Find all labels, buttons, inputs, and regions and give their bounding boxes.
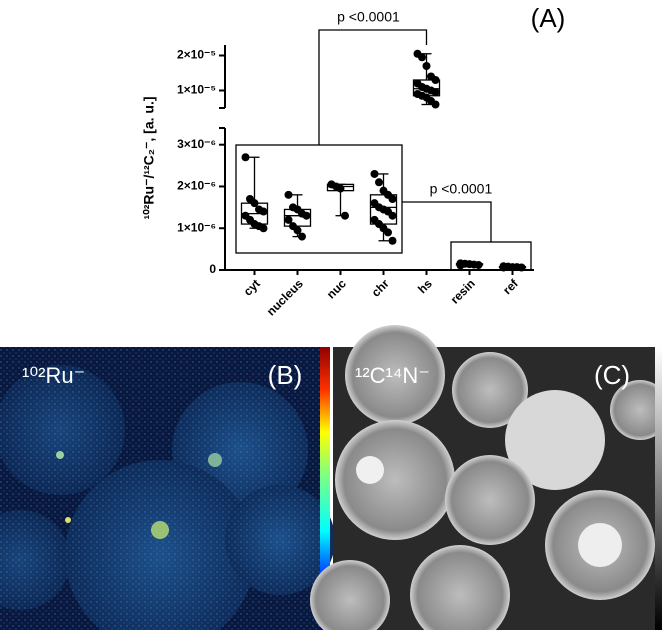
data-point (259, 207, 268, 216)
image-label: ¹²C¹⁴N⁻ (355, 363, 430, 388)
data-point (431, 100, 440, 109)
x-tick-label: chr (369, 276, 392, 299)
data-point (517, 263, 526, 272)
data-point (431, 76, 440, 84)
data-point (241, 153, 250, 162)
annotation: p <0.0001 (337, 9, 400, 25)
x-tick-label: nucleus (264, 276, 306, 318)
data-point (474, 260, 483, 269)
y-tick-label: 1×10⁻⁵ (177, 83, 216, 97)
data-point (250, 199, 259, 208)
data-point (418, 53, 426, 62)
data-point (336, 184, 345, 193)
data-point (370, 169, 379, 178)
data-point (384, 228, 392, 237)
y-tick-label: 3×10⁻⁶ (177, 137, 216, 151)
bracket (402, 201, 492, 242)
x-tick-label: resin (448, 276, 478, 306)
panel-label: (C) (594, 360, 630, 390)
data-point (293, 226, 302, 235)
x-tick-label: nuc (324, 276, 349, 301)
data-point (388, 211, 397, 220)
data-point (388, 236, 397, 245)
image-c (310, 325, 662, 630)
y-tick-label: 1×10⁻⁶ (177, 220, 216, 234)
data-point (456, 261, 465, 270)
data-point (259, 224, 268, 233)
data-point (499, 263, 508, 272)
data-point (284, 215, 293, 224)
x-tick-label: ref (500, 276, 521, 297)
data-point (388, 195, 397, 203)
image-label: ¹⁰²Ru⁻ (22, 363, 85, 388)
annotation: p <0.0001 (430, 181, 493, 197)
bracket (318, 29, 428, 145)
y-axis-label: ¹⁰²Ru⁻/¹²C₂⁻, [a. u.] (141, 96, 157, 219)
y-tick-label: 2×10⁻⁶ (177, 179, 216, 193)
x-tick-label: cyt (241, 276, 263, 298)
x-tick-label: hs (415, 276, 435, 296)
y-tick-label: 2×10⁻⁵ (177, 48, 216, 62)
data-point (375, 178, 383, 187)
data-point (431, 88, 440, 97)
panel-label: (B) (268, 360, 303, 390)
data-point (422, 62, 431, 70)
image-b (0, 347, 335, 630)
data-point (298, 232, 306, 241)
y-tick-label: 0 (209, 262, 216, 276)
data-point (284, 190, 293, 199)
panel-label: (A) (531, 3, 566, 33)
data-point (302, 211, 311, 220)
data-point (341, 211, 349, 220)
